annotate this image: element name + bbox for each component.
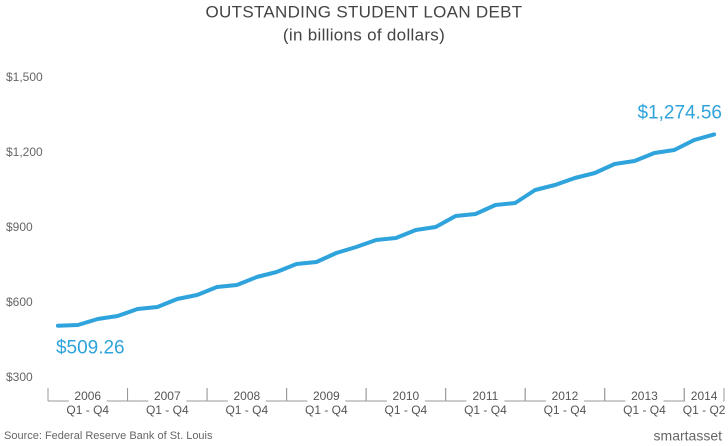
group-label: 2012 (552, 389, 579, 403)
group-label: 2008 (233, 389, 260, 403)
group-sublabel: Q1 - Q4 (385, 403, 428, 417)
group-label: 2014 (691, 389, 718, 403)
logo: smartasset (654, 428, 723, 444)
group-label: 2009 (313, 389, 340, 403)
chart-title: OUTSTANDING STUDENT LOAN DEBT (206, 2, 523, 21)
group-label: 2011 (473, 389, 499, 403)
group-sublabel: Q1 - Q2 (683, 403, 726, 417)
group-sublabel: Q1 - Q4 (305, 403, 348, 417)
line (55, 132, 717, 328)
value-label: $509.26 (56, 338, 125, 359)
group-label: 2007 (154, 389, 181, 403)
group-sublabel: Q1 - Q4 (146, 403, 189, 417)
group-label: 2010 (393, 389, 420, 403)
group-sublabel: Q1 - Q4 (464, 403, 507, 417)
group-label: 2013 (631, 389, 658, 403)
y-tick-label: $600 (6, 295, 33, 309)
chart-subtitle: (in billions of dollars) (283, 25, 445, 44)
group-label: 2006 (74, 389, 101, 403)
y-tick-label: $1,200 (6, 145, 43, 159)
group-sublabel: Q1 - Q4 (623, 403, 666, 417)
group-sublabel: Q1 - Q4 (225, 403, 268, 417)
group-sublabel: Q1 - Q4 (544, 403, 587, 417)
y-tick-label: $900 (6, 220, 33, 234)
y-tick-label: $300 (6, 370, 33, 384)
y-tick-label: $1,500 (6, 70, 43, 84)
source: Source: Federal Reserve Bank of St. Loui… (4, 430, 213, 442)
group-sublabel: Q1 - Q4 (66, 403, 109, 417)
value-label: $1,274.56 (637, 102, 722, 123)
